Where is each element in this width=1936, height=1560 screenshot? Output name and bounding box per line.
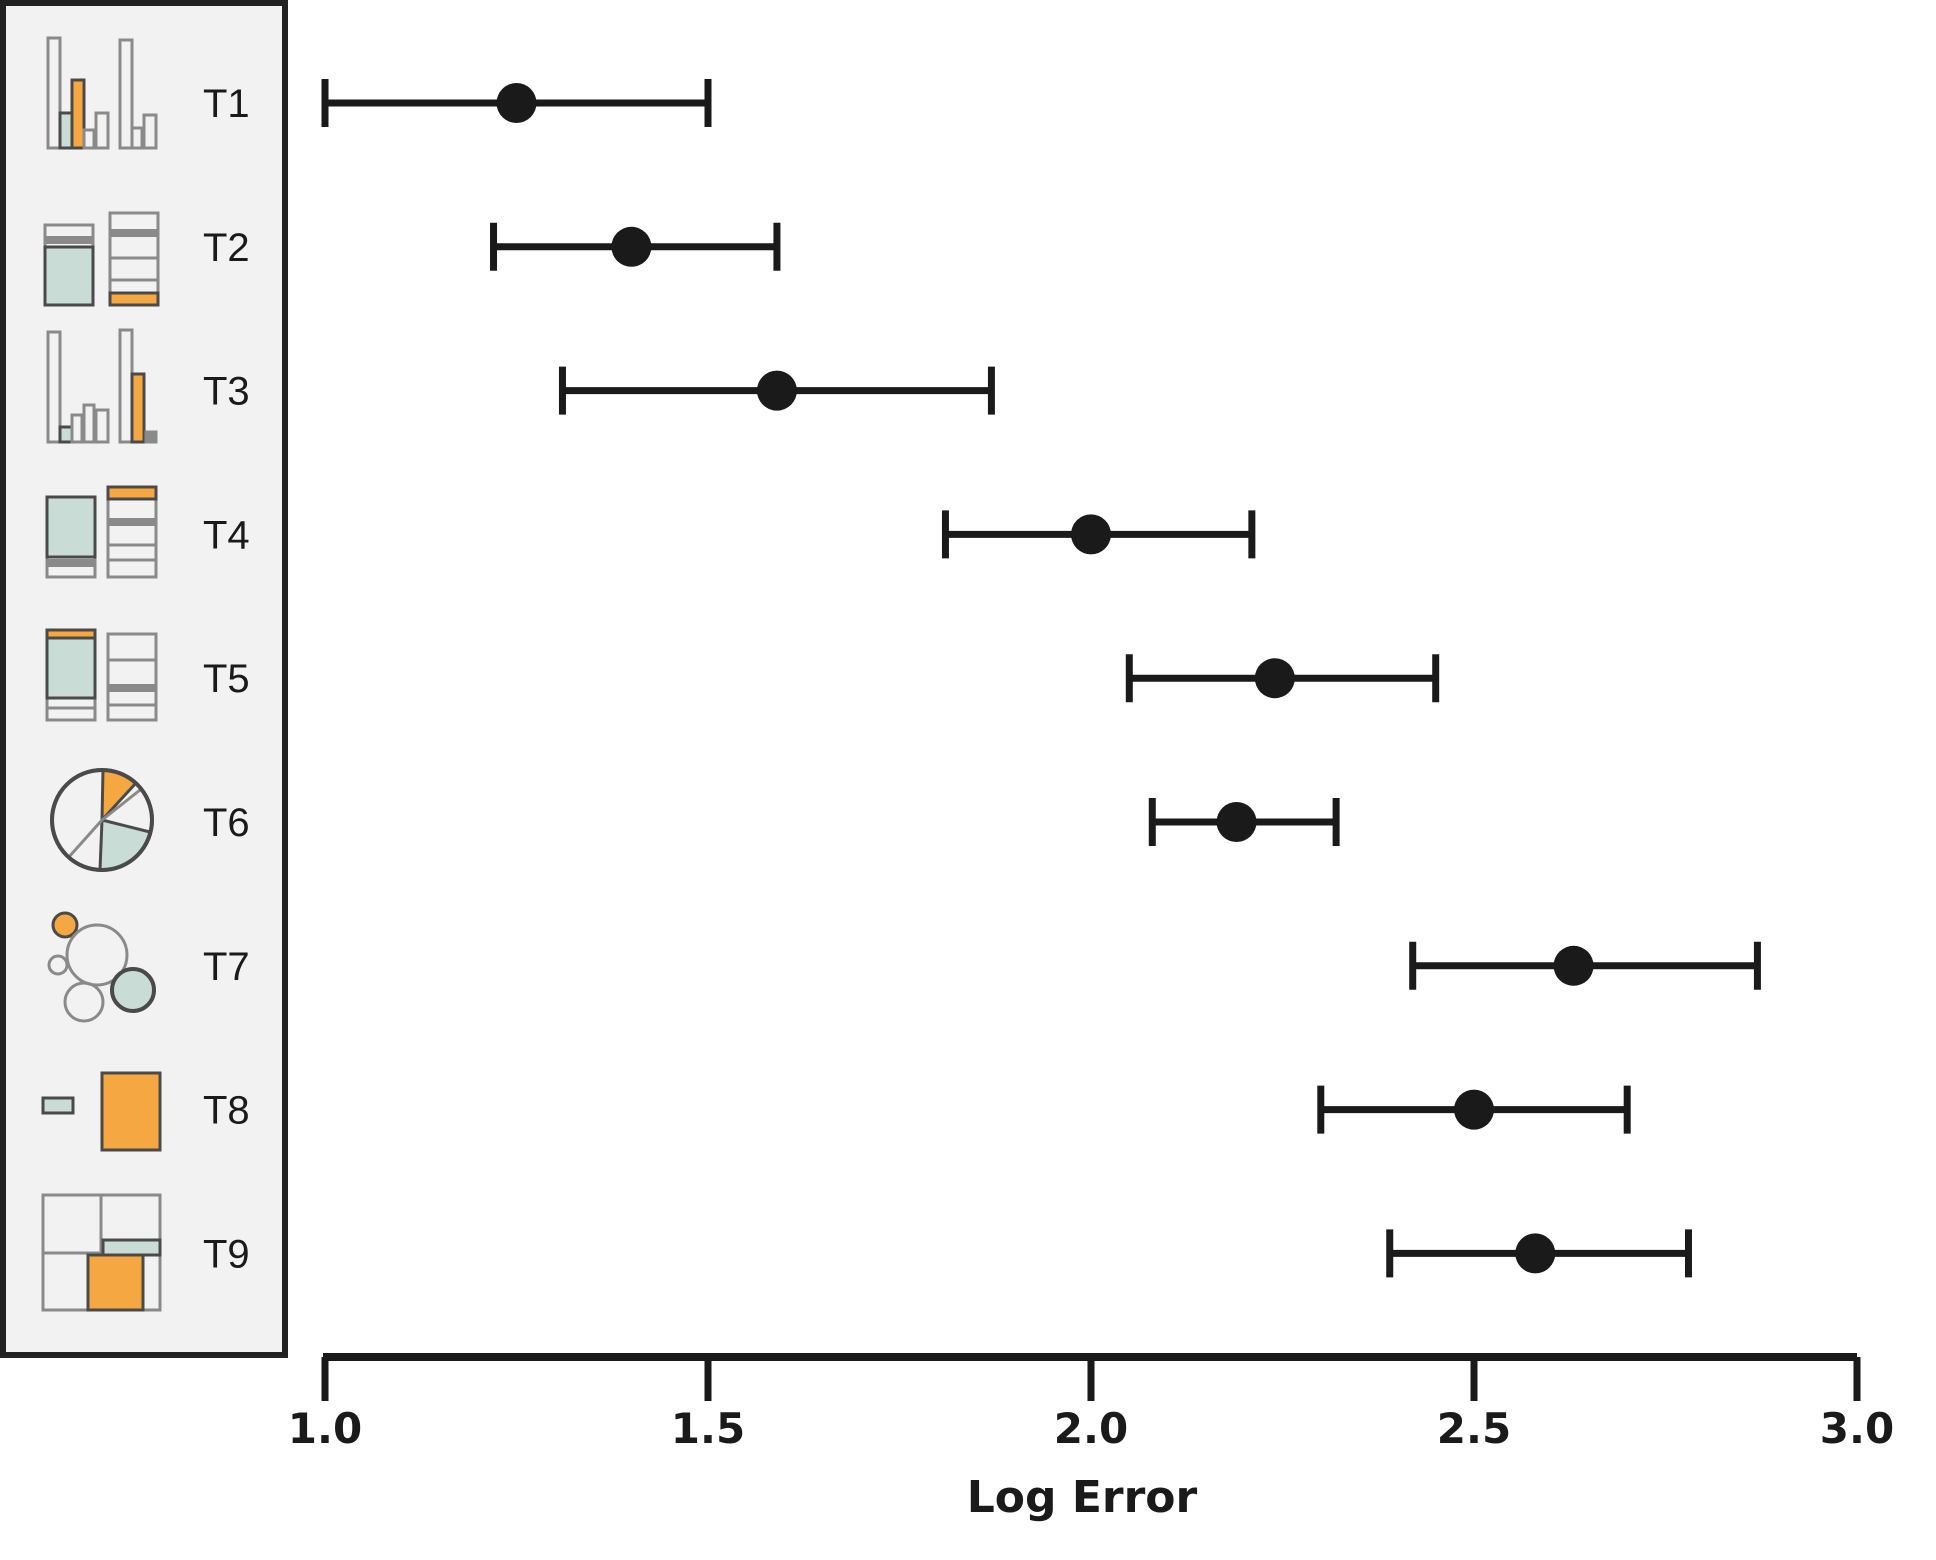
mean-point [496, 83, 537, 123]
bubble-icon [47, 911, 156, 1023]
x-tick-label: 1.0 [288, 1404, 362, 1453]
task-label: T3 [203, 370, 250, 414]
x-axis: 1.0 1.5 2.0 2.5 3.0 [288, 1353, 1894, 1453]
task-label: T4 [203, 513, 250, 557]
mean-point [1254, 658, 1295, 699]
mean-point [1216, 802, 1257, 842]
task-icons [41, 36, 162, 1312]
error-bar-row [941, 510, 1256, 559]
pie-icon [50, 768, 154, 872]
x-tick-label: 2.5 [1437, 1404, 1511, 1453]
x-tick-label: 1.5 [671, 1404, 745, 1453]
task-label: T2 [203, 226, 250, 270]
error-bar-row [1317, 1085, 1631, 1134]
bar-pair-icon [46, 328, 158, 444]
treemap-icon [41, 1193, 162, 1312]
stacked-bar-icon [43, 211, 160, 307]
error-bar-row [1386, 1229, 1692, 1278]
error-bar-row [1125, 654, 1440, 703]
mean-point [1515, 1233, 1556, 1274]
area-comparison-icon [41, 1071, 162, 1152]
x-axis-title: Log Error [967, 1472, 1198, 1523]
task-labels: T1 T2 T3 T4 T5 T6 T7 T8 T9 [203, 82, 250, 1276]
task-label: T5 [203, 657, 250, 701]
mean-point [756, 370, 797, 411]
task-label: T8 [203, 1089, 250, 1133]
task-label: T7 [203, 945, 250, 989]
x-tick-label: 2.0 [1054, 1404, 1128, 1453]
stacked-bar-icon [45, 485, 158, 579]
mean-point [1553, 945, 1594, 986]
task-label: T1 [203, 82, 250, 126]
task-label: T9 [203, 1232, 250, 1276]
x-tick-label: 3.0 [1820, 1404, 1894, 1453]
error-bar-row [490, 222, 781, 271]
task-label: T6 [203, 801, 250, 845]
mean-point [1454, 1089, 1494, 1130]
stacked-bar-icon [45, 628, 158, 722]
mean-point [1071, 514, 1111, 555]
error-bar-row [321, 79, 712, 127]
mean-point [611, 226, 652, 267]
error-bar-row [558, 366, 995, 415]
error-bar-row [1148, 798, 1340, 846]
error-bar-row [1409, 941, 1761, 990]
grouped-bar-icon [46, 36, 158, 150]
error-bar-marks [321, 79, 1761, 1278]
